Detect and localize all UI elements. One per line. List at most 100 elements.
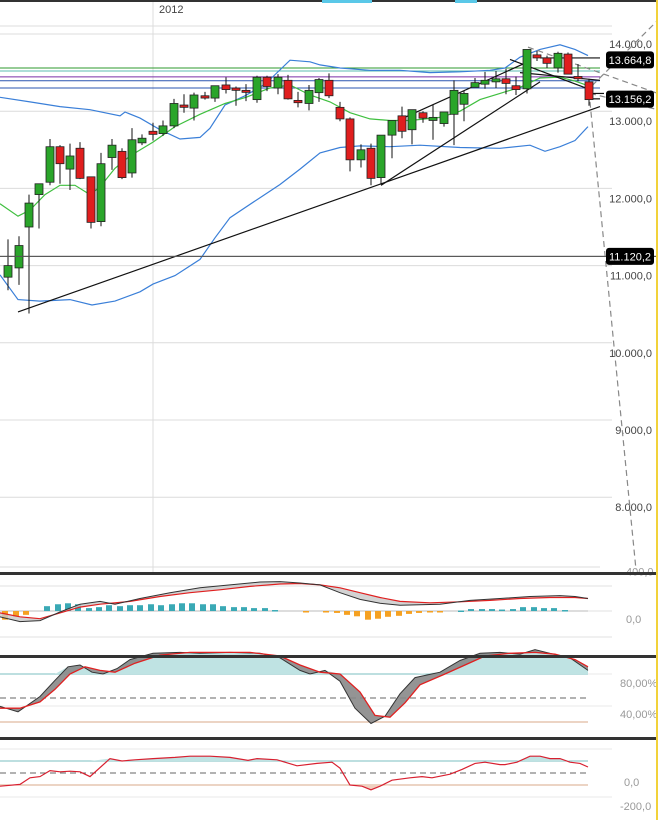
y-axis-label: 11.000,0	[610, 271, 652, 283]
histogram-bar	[65, 603, 71, 611]
histogram-bar	[385, 611, 391, 617]
histogram-bar	[117, 606, 123, 611]
candle	[127, 128, 137, 178]
candle-body	[221, 84, 231, 90]
candle	[75, 142, 85, 180]
histogram-bar	[562, 610, 568, 612]
candle-body	[169, 103, 179, 127]
candle	[293, 91, 303, 108]
candle	[252, 75, 262, 103]
panel-divider	[0, 737, 658, 740]
candle-body	[273, 76, 283, 89]
histogram-bar	[127, 605, 133, 611]
candle	[210, 85, 220, 102]
upper-fill	[0, 756, 588, 761]
stochastic-panel: 80,00% 40,00%	[0, 649, 658, 725]
candle	[45, 138, 55, 186]
trendline	[527, 46, 658, 95]
candle-body	[24, 202, 34, 228]
y-axis-label: 14.000,0	[609, 39, 652, 51]
histogram-bar	[499, 609, 505, 612]
histogram-bar	[458, 610, 464, 613]
candle	[376, 134, 386, 185]
histogram-bar	[416, 611, 422, 613]
candle	[241, 84, 251, 102]
candle-body	[542, 57, 552, 64]
histogram-bar	[272, 610, 278, 612]
candle-body	[107, 144, 117, 158]
right-edge	[656, 0, 658, 820]
candle-body	[55, 146, 65, 165]
y-axis-label: 10.000,0	[609, 348, 652, 360]
candle-body	[117, 150, 127, 178]
stochastic-fill	[0, 649, 588, 724]
histogram-bar	[541, 608, 547, 611]
candle	[24, 194, 34, 314]
histogram-bar	[220, 606, 226, 611]
candle	[439, 111, 449, 127]
candle	[158, 120, 168, 136]
histogram-bar	[137, 605, 143, 611]
candle	[200, 91, 210, 100]
cci-panel: 0,0 -200,0	[0, 748, 651, 813]
price-panel: 14.000,0 13.000,0 12.000,0 11.000,0 10.000,0…	[0, 0, 658, 572]
candle-body	[511, 85, 521, 90]
panel-divider	[0, 655, 658, 658]
y-axis-label: 12.000,0	[609, 193, 652, 205]
histogram-bar	[251, 608, 257, 611]
candle-body	[314, 79, 324, 94]
candle	[107, 138, 117, 170]
candle-body	[418, 112, 428, 119]
candle-body	[189, 94, 199, 109]
histogram-bar	[231, 607, 237, 611]
candle-body	[262, 76, 272, 87]
trendline	[519, 72, 601, 81]
lower-fill	[0, 785, 588, 790]
candle-body	[34, 183, 44, 195]
candle-body	[283, 79, 293, 100]
histogram-bar	[148, 604, 154, 611]
histogram-bar	[262, 608, 268, 611]
histogram-bar	[334, 611, 340, 613]
histogram-bar	[303, 611, 309, 613]
histogram-bar	[158, 605, 164, 611]
candle	[366, 143, 376, 186]
candle	[34, 183, 44, 229]
candle-body	[231, 87, 241, 91]
price-tag	[606, 90, 654, 108]
histogram-bar	[489, 609, 495, 611]
candle-body	[96, 163, 106, 222]
candle	[55, 145, 65, 184]
candle	[314, 78, 324, 102]
candle-body	[553, 52, 563, 69]
histogram-bar	[365, 611, 371, 620]
candle-body	[407, 109, 417, 131]
candle-body	[366, 147, 376, 179]
histogram-bar	[354, 611, 360, 617]
price-tag-label: 11.120,2	[609, 251, 651, 263]
y-axis-label: 0,0	[624, 777, 639, 789]
candle-body	[127, 139, 137, 174]
candle	[283, 74, 293, 100]
trendline	[17, 106, 601, 313]
candle	[65, 143, 75, 190]
candle-body	[480, 79, 490, 85]
histogram-bar	[551, 608, 557, 611]
histogram-bar	[344, 611, 350, 615]
candle	[262, 75, 272, 92]
candle-body	[470, 82, 480, 88]
candle	[169, 98, 179, 129]
histogram-bar	[106, 605, 112, 611]
price-tag-label: 13.156,2	[609, 94, 652, 106]
bollinger-lower-line	[0, 126, 589, 306]
candle-body	[241, 89, 251, 93]
histogram-bar	[169, 604, 175, 611]
price-tag	[606, 51, 654, 69]
candle	[459, 91, 469, 122]
candle	[273, 74, 283, 95]
candle	[418, 111, 428, 123]
macd-panel: 400,00,0	[0, 566, 654, 638]
candle-body	[158, 125, 168, 134]
histogram-bar	[396, 611, 402, 616]
